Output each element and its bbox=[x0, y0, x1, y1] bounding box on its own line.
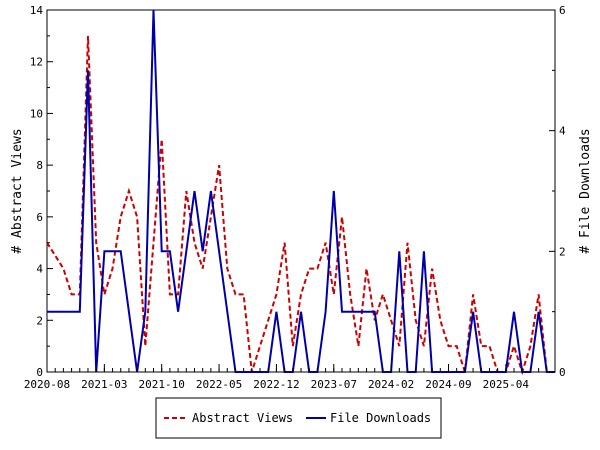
y-right-tick-label: 2 bbox=[559, 245, 566, 258]
y-axis-right: 0 2 4 6 bbox=[549, 4, 566, 379]
x-axis: 2020-08 2021-03 2021-10 2022-05 2022-12 2023-… bbox=[24, 364, 556, 391]
x-tick-label: 2025-04 bbox=[483, 378, 530, 391]
y-left-tick-label: 14 bbox=[30, 4, 44, 17]
x-tick-label: 2021-03 bbox=[81, 378, 127, 391]
legend: Abstract Views File Downloads bbox=[155, 397, 442, 439]
y-left-tick-label: 10 bbox=[30, 107, 43, 120]
x-tick-label: 2020-08 bbox=[24, 378, 70, 391]
y-right-tick-label: 4 bbox=[559, 125, 566, 138]
y-axis-left-title: # Abstract Views bbox=[10, 128, 25, 253]
y-axis-right-title: # File Downloads bbox=[578, 128, 593, 253]
y-left-tick-label: 0 bbox=[36, 366, 43, 379]
y-right-tick-label: 6 bbox=[559, 4, 566, 17]
y-left-tick-label: 8 bbox=[36, 159, 43, 172]
series-line-file-downloads bbox=[47, 9, 555, 373]
legend-box bbox=[155, 397, 442, 439]
x-tick-label: 2022-12 bbox=[253, 378, 299, 391]
x-tick-label: 2022-05 bbox=[196, 378, 242, 391]
y-left-tick-label: 4 bbox=[36, 263, 43, 276]
y-right-tick-label: 0 bbox=[559, 366, 566, 379]
legend-label-abstract-views: Abstract Views bbox=[192, 411, 293, 425]
y-left-tick-label: 6 bbox=[36, 211, 43, 224]
x-tick-label: 2021-10 bbox=[139, 378, 185, 391]
y-left-tick-label: 12 bbox=[30, 56, 43, 69]
legend-label-file-downloads: File Downloads bbox=[330, 411, 431, 425]
x-tick-label: 2024-02 bbox=[368, 378, 414, 391]
x-tick-label: 2023-07 bbox=[311, 378, 357, 391]
x-tick-label: 2024-09 bbox=[425, 378, 471, 391]
series-line-abstract-views bbox=[46, 35, 555, 376]
y-left-tick-label: 2 bbox=[36, 314, 43, 327]
y-axis-left: 0 2 4 6 8 10 12 14 bbox=[30, 4, 53, 379]
